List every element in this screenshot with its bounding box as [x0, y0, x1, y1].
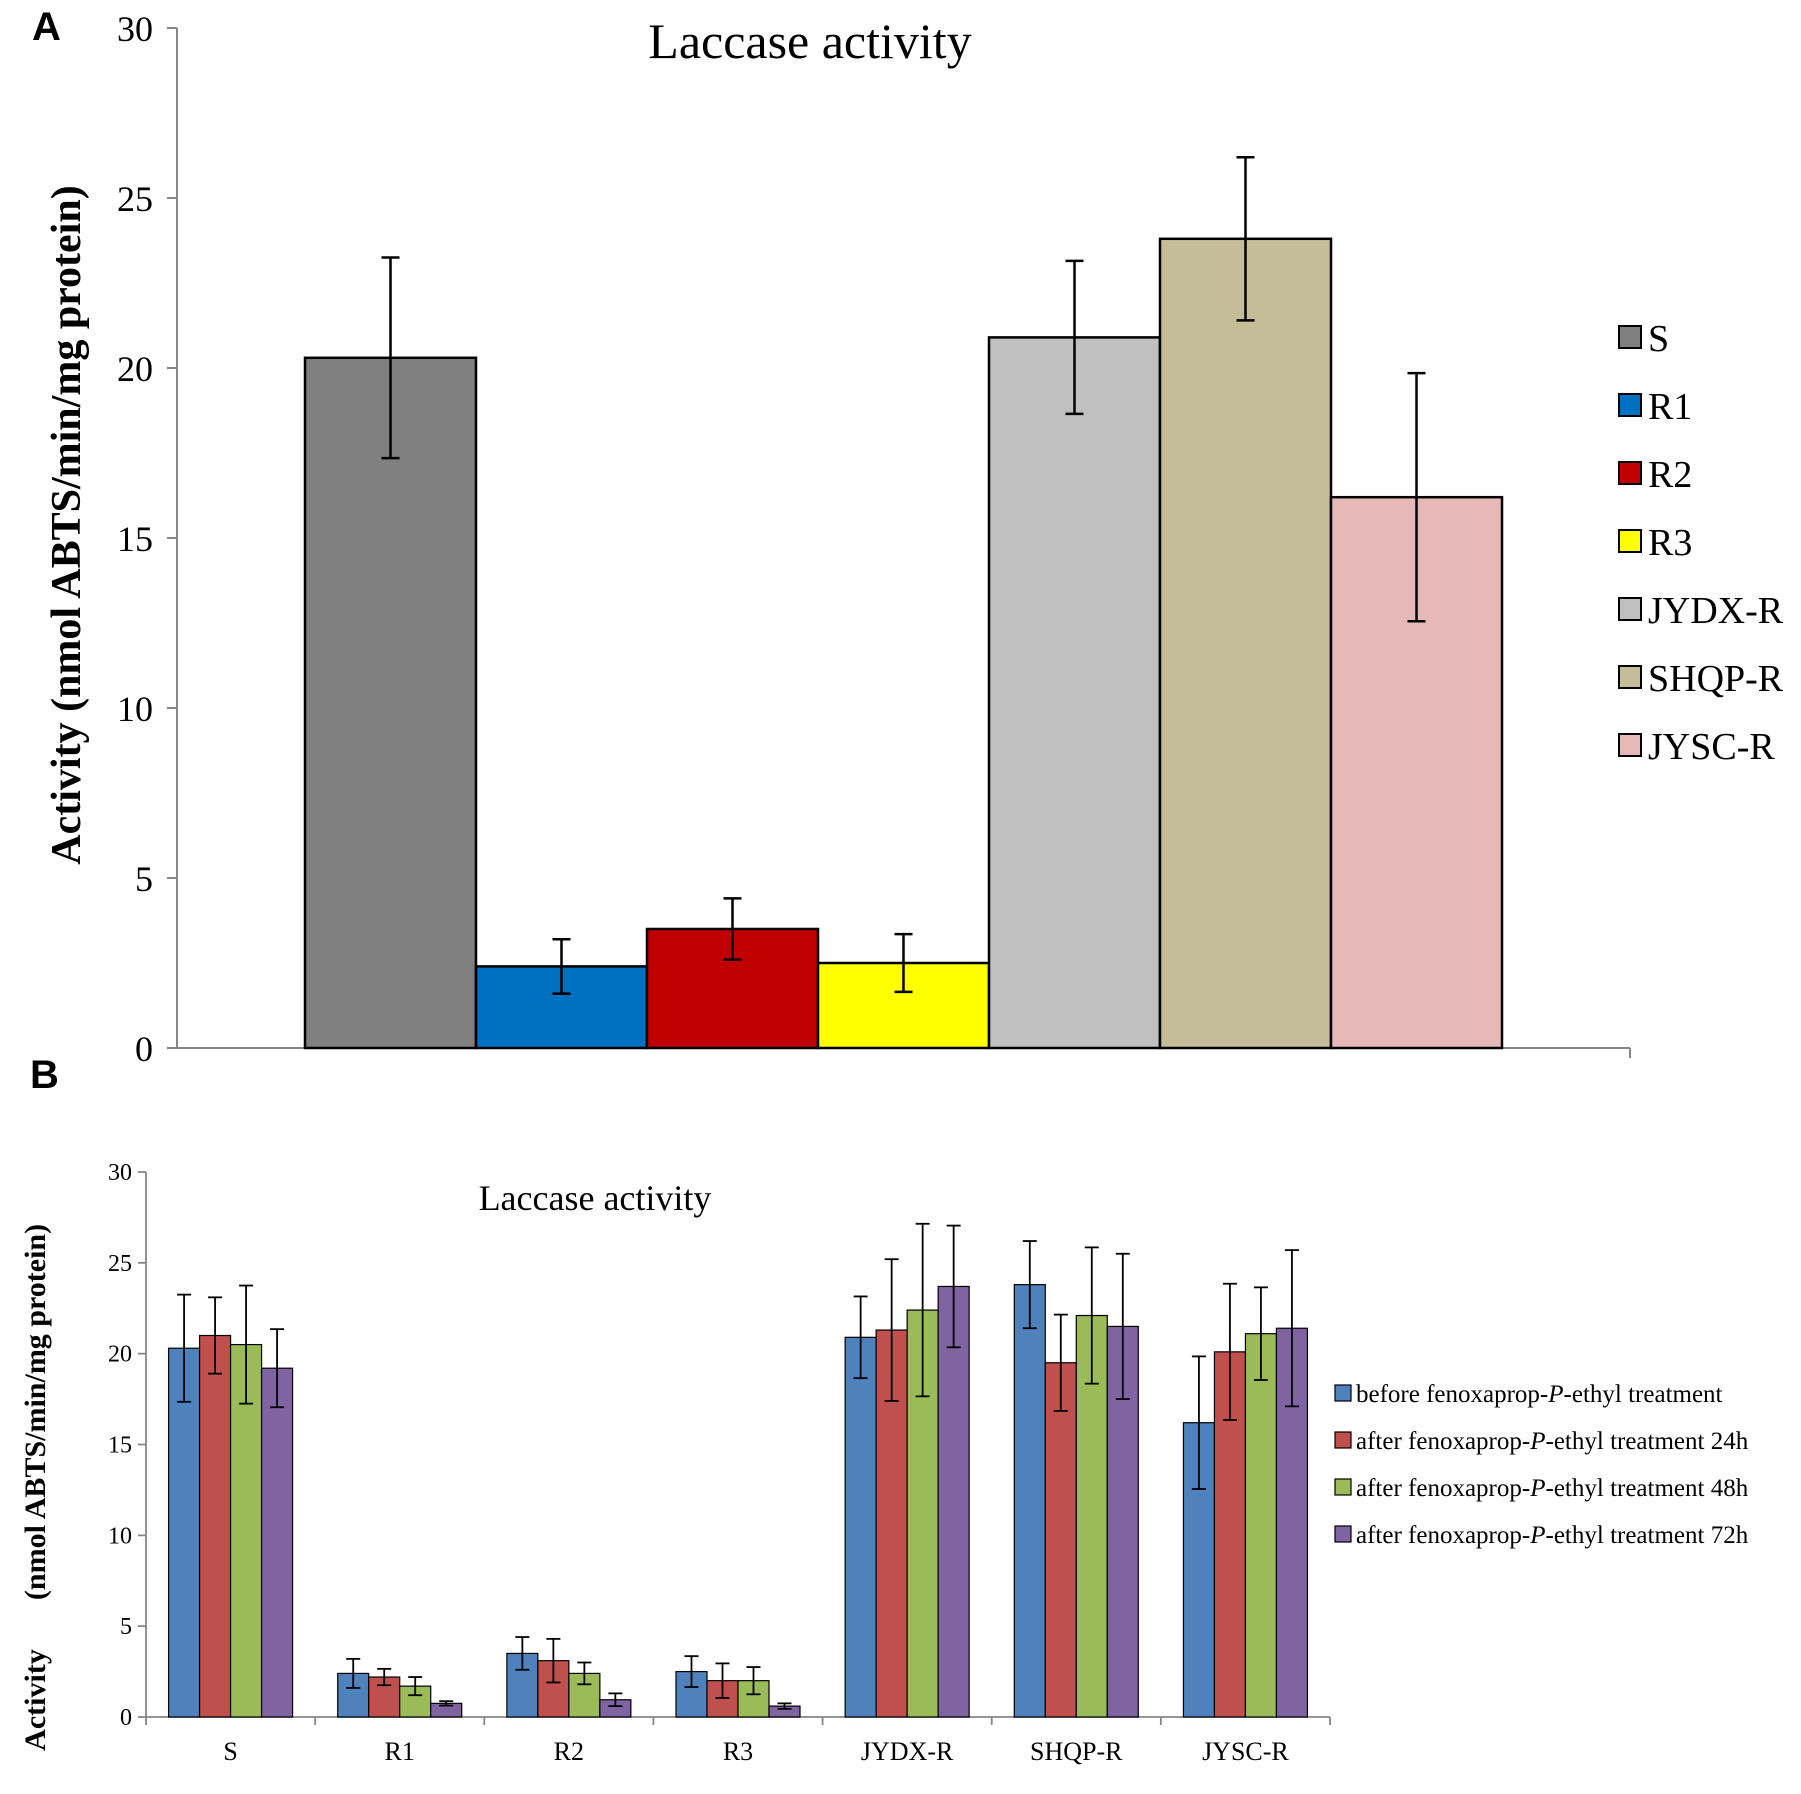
- panel-a-y-tick-label: 25: [117, 179, 153, 219]
- panel-a-legend-label: R2: [1648, 454, 1692, 496]
- panel-b-bar: [229, 1343, 263, 1718]
- panel-b-legend-swatch: [1334, 1431, 1352, 1449]
- panel-a-bar-s: [303, 356, 478, 1050]
- panel-b-y-tick-label: 5: [120, 1614, 132, 1640]
- panel-a-legend-swatch: [1618, 665, 1642, 689]
- panel-a-y-tick-label: 30: [117, 9, 153, 49]
- panel-a-legend-swatch: [1618, 733, 1642, 757]
- panel-a-y-axis-label: Activity (nmol ABTS/min/mg protein): [44, 185, 90, 864]
- panel-b-legend-label-part: P: [1529, 1428, 1545, 1455]
- panel-b-legend-label-part: P: [1529, 1475, 1545, 1502]
- panel-b-bar: [198, 1334, 232, 1718]
- panel-b-y-axis-label-activity: Activity: [19, 1649, 52, 1751]
- panel-b-letter: B: [30, 1053, 59, 1097]
- panel-b-x-tick-label: R1: [385, 1737, 415, 1766]
- panel-a-y-tick-label: 0: [135, 1029, 153, 1069]
- panel-a-legend-swatch: [1618, 325, 1642, 349]
- panel-b-y-tick-label: 15: [108, 1433, 132, 1459]
- panel-b-legend-swatch: [1334, 1478, 1352, 1496]
- panel-a-legend-label: JYDX-R: [1648, 590, 1784, 632]
- panel-b-legend-label-part: -ethyl treatment 72h: [1546, 1522, 1749, 1549]
- panel-b-bar: [844, 1336, 877, 1718]
- panel-b-legend-label-part: -ethyl treatment 24h: [1546, 1428, 1749, 1455]
- panel-a: A Laccase activity Activity (nmol ABTS/m…: [32, 5, 1784, 1069]
- panel-b-legend-label-part: -ethyl treatment: [1564, 1381, 1723, 1408]
- panel-a-legend-label: SHQP-R: [1648, 658, 1784, 700]
- panel-b-legend-label: after fenoxaprop-P-ethyl treatment 48h: [1356, 1475, 1749, 1502]
- panel-a-bar-jydx-r: [987, 336, 1162, 1050]
- panel-b-legend-swatch: [1334, 1384, 1352, 1402]
- panel-a-y-tick-label: 20: [117, 349, 153, 389]
- panel-b-y-tick-label: 30: [108, 1160, 132, 1186]
- panel-b-legend: before fenoxaprop-P-ethyl treatmentafter…: [1334, 1381, 1749, 1549]
- panel-a-legend-label: R3: [1648, 522, 1692, 564]
- panel-b-legend-label: before fenoxaprop-P-ethyl treatment: [1356, 1381, 1723, 1408]
- panel-a-y-tick-label: 15: [117, 519, 153, 559]
- panel-a-legend-swatch: [1618, 461, 1642, 485]
- panel-b-y-tick-label: 20: [108, 1342, 132, 1368]
- panel-b-legend-label-part: P: [1529, 1522, 1545, 1549]
- panel-b-bar: [260, 1367, 294, 1718]
- panel-b-bar: [1044, 1362, 1077, 1718]
- panel-a-legend-label: JYSC-R: [1648, 726, 1775, 768]
- panel-a-legend: S R1 R2 R3 JYDX-R SHQP-R JYSC-R: [1618, 318, 1784, 768]
- panel-b-x-tick-label: JYDX-R: [861, 1737, 954, 1766]
- panel-b-x-tick-label: SHQP-R: [1030, 1737, 1123, 1766]
- panel-b-y-tick-label: 25: [108, 1251, 132, 1277]
- panel-b-legend-label-part: after fenoxaprop-: [1356, 1475, 1530, 1502]
- panel-b-legend-swatch: [1334, 1525, 1352, 1543]
- panel-b-legend-label: after fenoxaprop-P-ethyl treatment 72h: [1356, 1522, 1749, 1549]
- panel-a-legend-swatch: [1618, 393, 1642, 417]
- panel-a-legend-label: R1: [1648, 386, 1692, 428]
- panel-b-title: Laccase activity: [479, 1178, 712, 1218]
- panel-b-y-tick-label: 10: [108, 1523, 132, 1549]
- panel-a-bars: [303, 155, 1504, 1050]
- panel-a-legend-swatch: [1618, 529, 1642, 553]
- panel-b-bar: [1013, 1284, 1046, 1718]
- panel-b-bar: [1244, 1333, 1278, 1718]
- panel-b-bar: [167, 1347, 201, 1718]
- panel-a-letter: A: [32, 5, 61, 49]
- panel-b-bars: [167, 1222, 1309, 1718]
- panel-a-bar-shqp-r: [1158, 237, 1333, 1050]
- panel-b-bar: [937, 1285, 970, 1718]
- panel-b-legend-label-part: after fenoxaprop-: [1356, 1428, 1530, 1455]
- panel-b-legend-label-part: after fenoxaprop-: [1356, 1522, 1530, 1549]
- panel-b-legend-label: after fenoxaprop-P-ethyl treatment 24h: [1356, 1428, 1749, 1455]
- panel-b-x-tick-label: R2: [554, 1737, 584, 1766]
- panel-b-legend-label-part: P: [1547, 1381, 1563, 1408]
- panel-b-legend-label-part: before fenoxaprop-: [1356, 1381, 1548, 1408]
- panel-b-y-axis-label: Activity (nmol ABTS/min/mg protein): [19, 1224, 52, 1751]
- panel-b-y-tick-label: 0: [120, 1705, 132, 1731]
- panel-b: B Laccase activity Activity (nmol ABTS/m…: [19, 1053, 1749, 1766]
- panel-a-legend-label: S: [1648, 318, 1669, 360]
- panel-a-title: Laccase activity: [648, 13, 971, 69]
- panel-a-y-tick-label: 10: [117, 689, 153, 729]
- panel-b-y-axis-label-units: (nmol ABTS/min/mg protein): [19, 1224, 52, 1600]
- panel-b-x-tick-label: JYSC-R: [1202, 1737, 1289, 1766]
- panel-b-x-tick-label: R3: [723, 1737, 753, 1766]
- panel-b-legend-label-part: -ethyl treatment 48h: [1546, 1475, 1749, 1502]
- panel-a-y-tick-label: 5: [135, 859, 153, 899]
- panel-a-legend-swatch: [1618, 597, 1642, 621]
- panel-b-x-tick-label: S: [223, 1737, 237, 1766]
